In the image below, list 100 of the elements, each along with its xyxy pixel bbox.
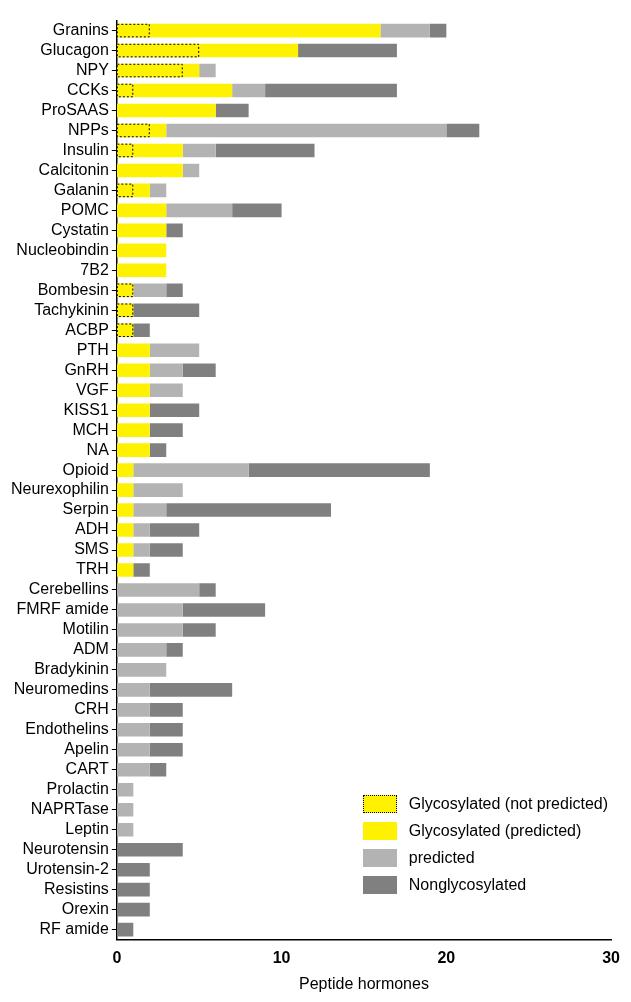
bar xyxy=(182,363,216,378)
y-tick-label: Leptin xyxy=(65,820,109,838)
bar xyxy=(116,403,150,417)
bar xyxy=(166,643,183,657)
bar xyxy=(429,23,447,38)
bar xyxy=(166,203,233,218)
bar xyxy=(116,103,216,118)
y-tick-label: Resistins xyxy=(43,880,109,898)
bar xyxy=(232,83,266,98)
bar xyxy=(149,543,183,557)
bar xyxy=(199,583,216,597)
y-tick-label: RF amide xyxy=(39,920,109,938)
bar xyxy=(182,143,216,158)
y-tick-label: Motilin xyxy=(62,620,109,638)
bar xyxy=(116,862,150,877)
bar xyxy=(149,703,183,717)
y-tick-label: Opioid xyxy=(62,460,109,478)
y-tick-label: CART xyxy=(65,760,110,778)
x-axis-title: Peptide hormones xyxy=(299,974,429,992)
bar xyxy=(116,243,167,258)
y-tick-label: Neuromedins xyxy=(13,680,109,698)
bar xyxy=(133,483,183,497)
bar xyxy=(149,723,183,737)
bar xyxy=(446,123,480,138)
bar xyxy=(133,303,200,318)
bar xyxy=(380,23,430,38)
bar xyxy=(133,563,150,577)
bar xyxy=(116,663,167,677)
y-tick-label: NPY xyxy=(75,60,110,78)
bar xyxy=(149,443,167,457)
bar xyxy=(116,263,167,278)
bar xyxy=(149,683,233,697)
bar xyxy=(116,743,150,757)
y-tick-label: MCH xyxy=(72,420,109,438)
bar xyxy=(116,363,150,378)
bar xyxy=(166,283,183,298)
bar xyxy=(116,383,150,397)
bar xyxy=(116,922,134,937)
y-tick-label: Endothelins xyxy=(25,720,109,738)
bar xyxy=(116,223,167,238)
legend-label: Glycosylated (not predicted) xyxy=(408,795,608,813)
bar xyxy=(116,523,134,537)
bar xyxy=(116,163,183,178)
y-tick-label: Tachykinin xyxy=(34,300,109,318)
bar xyxy=(133,503,167,517)
bar xyxy=(133,283,167,298)
bar xyxy=(116,782,134,797)
bar xyxy=(116,563,134,577)
bar xyxy=(116,463,134,477)
bar xyxy=(149,523,200,537)
y-tick-label: Insulin xyxy=(62,140,109,158)
y-tick-label: GnRH xyxy=(64,360,109,378)
y-tick-label: Cystatin xyxy=(51,220,109,238)
bar xyxy=(232,203,282,218)
bar xyxy=(215,103,249,118)
y-tick-label: Neurexophilin xyxy=(10,480,109,498)
bar xyxy=(149,743,183,757)
bar xyxy=(116,423,150,437)
y-tick-label: Apelin xyxy=(64,740,109,758)
y-tick-label: TRH xyxy=(75,560,109,578)
y-tick-label: NPPs xyxy=(67,120,109,138)
y-tick-label: POMC xyxy=(60,200,109,218)
bar xyxy=(149,183,167,198)
y-tick-label: Calcitonin xyxy=(38,160,109,178)
y-tick-label: ACBP xyxy=(65,320,109,338)
bar xyxy=(116,503,134,517)
bar xyxy=(149,762,167,777)
x-tick-label: 30 xyxy=(602,948,621,966)
y-tick-label: Bombesin xyxy=(37,280,109,298)
legend-label: Glycosylated (predicted) xyxy=(408,822,582,840)
bar xyxy=(116,902,150,917)
bar xyxy=(166,123,447,138)
legend-label: Nonglycosylated xyxy=(408,876,527,894)
y-tick-label: ADH xyxy=(75,520,109,538)
bar xyxy=(116,583,200,597)
bar xyxy=(248,463,430,477)
y-tick-label: NAPRTase xyxy=(30,800,109,818)
bar xyxy=(182,163,200,178)
y-tick-label: Serpin xyxy=(62,500,109,518)
y-tick-label: SMS xyxy=(74,540,109,558)
bar xyxy=(166,223,183,238)
bar xyxy=(133,463,249,477)
y-tick-label: Orexin xyxy=(61,900,109,918)
y-tick-label: CCKs xyxy=(67,80,109,98)
y-tick-label: Granins xyxy=(52,21,109,38)
bar xyxy=(133,323,150,338)
y-tick-label: FMRF amide xyxy=(16,600,109,618)
bar xyxy=(116,683,150,697)
bar xyxy=(116,802,134,817)
bar xyxy=(182,623,216,637)
bar xyxy=(133,523,150,537)
bar xyxy=(116,882,150,897)
bar xyxy=(182,603,266,617)
bar xyxy=(133,543,150,557)
x-tick-label: 20 xyxy=(437,948,456,966)
bar xyxy=(116,723,150,737)
x-tick-label: 10 xyxy=(272,948,291,966)
bar xyxy=(215,143,315,158)
bar xyxy=(298,43,397,58)
legend-label: predicted xyxy=(408,849,475,867)
